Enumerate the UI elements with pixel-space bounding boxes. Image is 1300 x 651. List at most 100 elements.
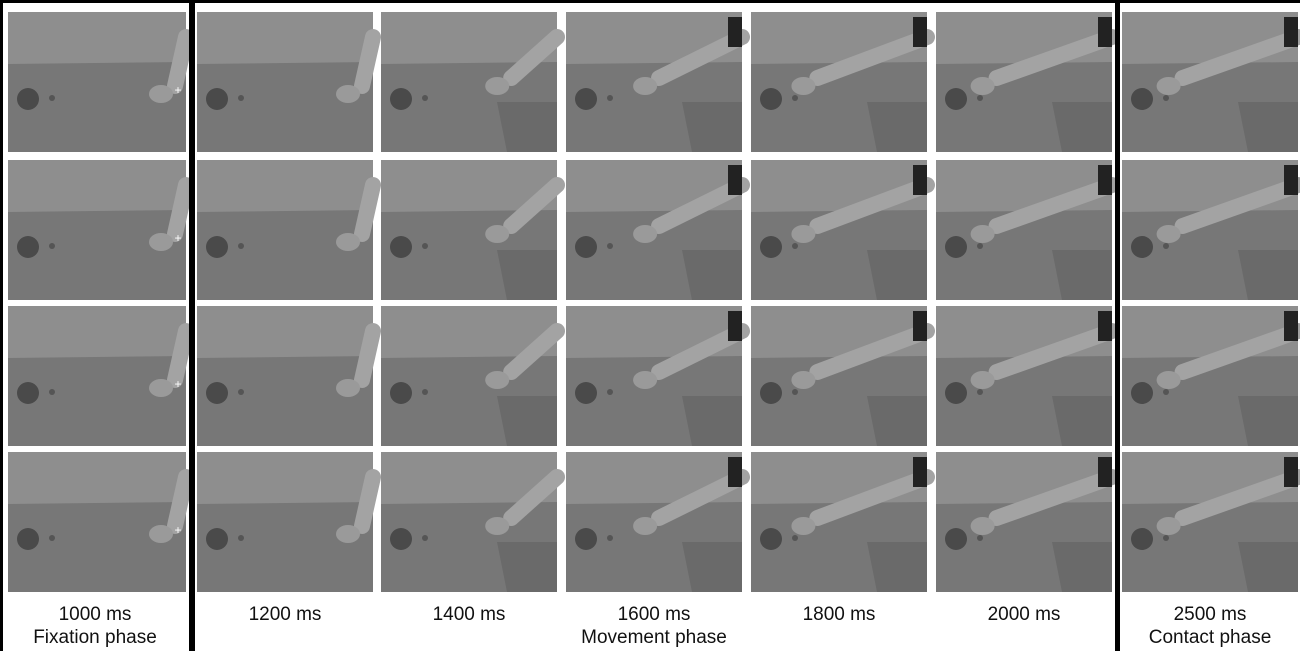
arm — [809, 177, 935, 234]
ball — [206, 528, 228, 550]
marker — [792, 535, 798, 541]
table — [8, 62, 186, 152]
arm — [354, 323, 381, 388]
hand — [970, 77, 995, 95]
table-shadow — [1052, 250, 1112, 300]
marker — [607, 535, 613, 541]
table — [197, 62, 373, 152]
marker — [49, 95, 55, 101]
table — [8, 356, 186, 446]
marker — [238, 243, 244, 249]
arm — [809, 29, 935, 86]
hand — [791, 225, 816, 243]
marker — [977, 243, 983, 249]
marker — [607, 243, 613, 249]
hand — [791, 77, 816, 95]
fixation-panel-border — [0, 0, 192, 651]
ball — [206, 236, 228, 258]
table — [197, 356, 373, 446]
sleeve — [1284, 165, 1298, 195]
ball — [760, 382, 782, 404]
time-label: 1000 ms — [59, 604, 132, 625]
time-label: 2000 ms — [988, 604, 1061, 625]
marker — [1163, 95, 1169, 101]
hand — [485, 517, 510, 535]
fixation-cross: + — [174, 377, 181, 391]
marker — [977, 535, 983, 541]
hand — [633, 371, 658, 389]
arm — [1174, 177, 1300, 234]
ball — [945, 382, 967, 404]
ball — [945, 236, 967, 258]
table — [8, 210, 186, 300]
ball — [17, 236, 39, 258]
hand — [336, 85, 360, 103]
phase-label: Fixation phase — [33, 627, 157, 648]
ball — [1131, 88, 1153, 110]
arm — [167, 323, 194, 388]
ball — [760, 236, 782, 258]
time-label: 1600 ms — [618, 604, 691, 625]
ball — [17, 382, 39, 404]
time-label: 1200 ms — [249, 604, 322, 625]
arm — [988, 469, 1120, 526]
arm — [354, 29, 381, 94]
arm — [809, 469, 935, 526]
arm — [167, 469, 194, 534]
frames: + + + + — [8, 12, 1300, 592]
ball — [390, 236, 412, 258]
table-shadow — [1052, 102, 1112, 152]
ball — [575, 382, 597, 404]
sleeve — [728, 457, 742, 487]
table — [197, 210, 373, 300]
hand — [485, 225, 510, 243]
marker — [792, 389, 798, 395]
table-shadow — [1238, 542, 1298, 592]
table-shadow — [867, 396, 927, 446]
arm — [1174, 469, 1300, 526]
fixation-cross: + — [174, 523, 181, 537]
table-shadow — [867, 102, 927, 152]
hand — [485, 77, 510, 95]
sleeve — [1098, 165, 1112, 195]
marker — [238, 535, 244, 541]
table-shadow — [682, 542, 742, 592]
table-shadow — [497, 250, 557, 300]
marker — [422, 95, 428, 101]
marker — [49, 389, 55, 395]
marker — [1163, 243, 1169, 249]
table-shadow — [867, 250, 927, 300]
sleeve — [1098, 17, 1112, 47]
marker — [49, 243, 55, 249]
ball — [390, 382, 412, 404]
ball — [390, 88, 412, 110]
movement-panel-border — [192, 0, 1118, 651]
table-shadow — [682, 102, 742, 152]
hand — [485, 371, 510, 389]
table-shadow — [1238, 250, 1298, 300]
table-shadow — [1238, 102, 1298, 152]
table-shadow — [867, 542, 927, 592]
arm — [503, 29, 565, 86]
table-shadow — [497, 102, 557, 152]
ball — [17, 88, 39, 110]
ball — [206, 88, 228, 110]
time-label: 1800 ms — [803, 604, 876, 625]
arm — [167, 177, 194, 242]
table-shadow — [497, 542, 557, 592]
marker — [977, 95, 983, 101]
fixation-cross: + — [174, 231, 181, 245]
sleeve — [1284, 311, 1298, 341]
ball — [945, 528, 967, 550]
table-shadow — [1052, 542, 1112, 592]
table-shadow — [682, 396, 742, 446]
sleeve — [728, 165, 742, 195]
hand — [970, 225, 995, 243]
sleeve — [1098, 311, 1112, 341]
table-shadow — [682, 250, 742, 300]
fixation-cross: + — [174, 83, 181, 97]
time-label: 1400 ms — [433, 604, 506, 625]
marker — [422, 535, 428, 541]
hand — [336, 233, 360, 251]
sleeve — [913, 457, 927, 487]
